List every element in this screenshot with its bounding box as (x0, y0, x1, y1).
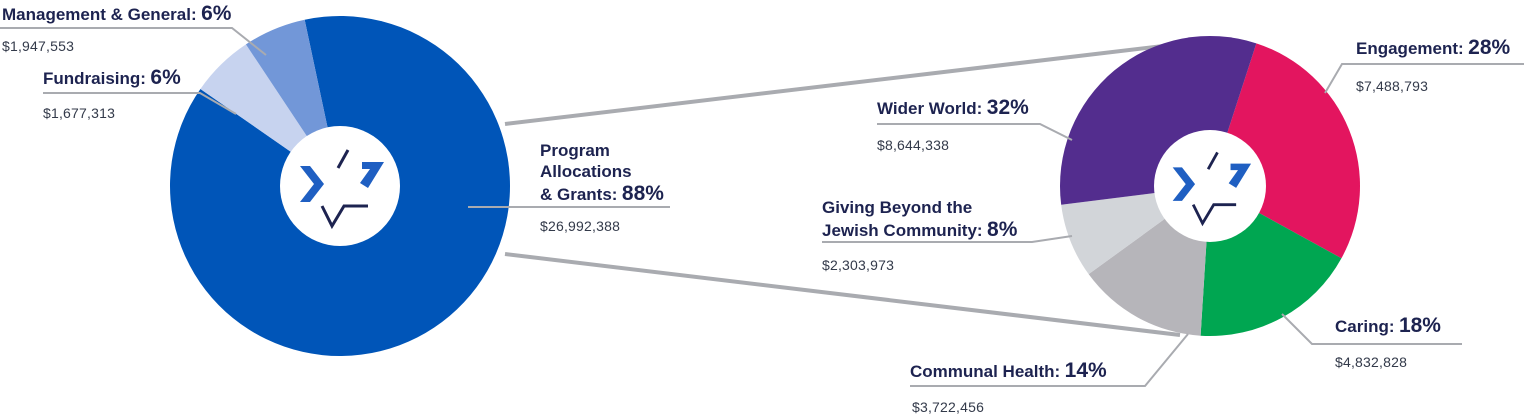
star-of-david-logo-icon (280, 126, 400, 246)
leader-communal-health (910, 333, 1189, 387)
label-fundraising-amount: $1,677,313 (43, 105, 116, 121)
label-engagement-percent: 28% (1468, 36, 1511, 59)
label-giving-beyond-line1: Giving Beyond the (822, 198, 973, 217)
leader-engagement (1324, 63, 1524, 94)
label-wider-world-percent: 32% (986, 96, 1029, 119)
label-program-line2: Allocations (540, 162, 632, 181)
label-program-percent: 88% (621, 182, 664, 205)
leader-caring (1281, 313, 1462, 345)
label-fundraising: Fundraising: 6% (43, 66, 181, 90)
label-wider-world-name: Wider World: (877, 99, 983, 118)
connector-line-bottom (504, 252, 1181, 337)
label-communal-health-amount: $3,722,456 (912, 399, 985, 415)
label-program-line1: Program (540, 141, 610, 160)
label-program-allocations: Program Allocations & Grants: 88% (540, 140, 664, 206)
label-communal-health-percent: 14% (1064, 359, 1107, 382)
label-management-general-name: Management & General: (2, 5, 197, 24)
label-engagement: Engagement: 28% (1356, 36, 1510, 60)
label-management-general-percent: 6% (201, 2, 232, 25)
label-giving-beyond-amount: $2,303,973 (822, 257, 895, 273)
connector-line-top (504, 42, 1181, 126)
label-communal-health-name: Communal Health: (910, 362, 1061, 381)
label-giving-beyond: Giving Beyond the Jewish Community: 8% (822, 197, 1017, 242)
leader-lines (0, 27, 1524, 387)
label-giving-beyond-percent: 8% (987, 218, 1018, 241)
label-caring-percent: 18% (1398, 314, 1441, 337)
label-management-general-amount: $1,947,553 (2, 38, 75, 54)
leader-wider-world (877, 123, 1073, 141)
label-fundraising-name: Fundraising: (43, 69, 146, 88)
label-program-amount: $26,992,388 (540, 218, 621, 234)
label-engagement-amount: $7,488,793 (1356, 78, 1429, 94)
label-communal-health: Communal Health: 14% (910, 359, 1107, 383)
leader-management-general (0, 27, 267, 56)
label-wider-world-amount: $8,644,338 (877, 137, 950, 153)
connector-lines (504, 42, 1181, 337)
center-logos (280, 126, 1266, 246)
label-caring-name: Caring: (1335, 317, 1395, 336)
label-management-general: Management & General: 6% (2, 2, 231, 26)
label-caring: Caring: 18% (1335, 314, 1441, 338)
label-engagement-name: Engagement: (1356, 39, 1464, 58)
label-caring-amount: $4,832,828 (1335, 354, 1408, 370)
star-of-david-logo-icon (1154, 130, 1266, 242)
label-program-line3: & Grants: (540, 185, 618, 204)
label-giving-beyond-line2: Jewish Community: (822, 221, 983, 240)
leader-fundraising (43, 92, 237, 115)
label-fundraising-percent: 6% (150, 66, 181, 89)
leader-giving-beyond (822, 235, 1073, 243)
label-wider-world: Wider World: 32% (877, 96, 1029, 120)
